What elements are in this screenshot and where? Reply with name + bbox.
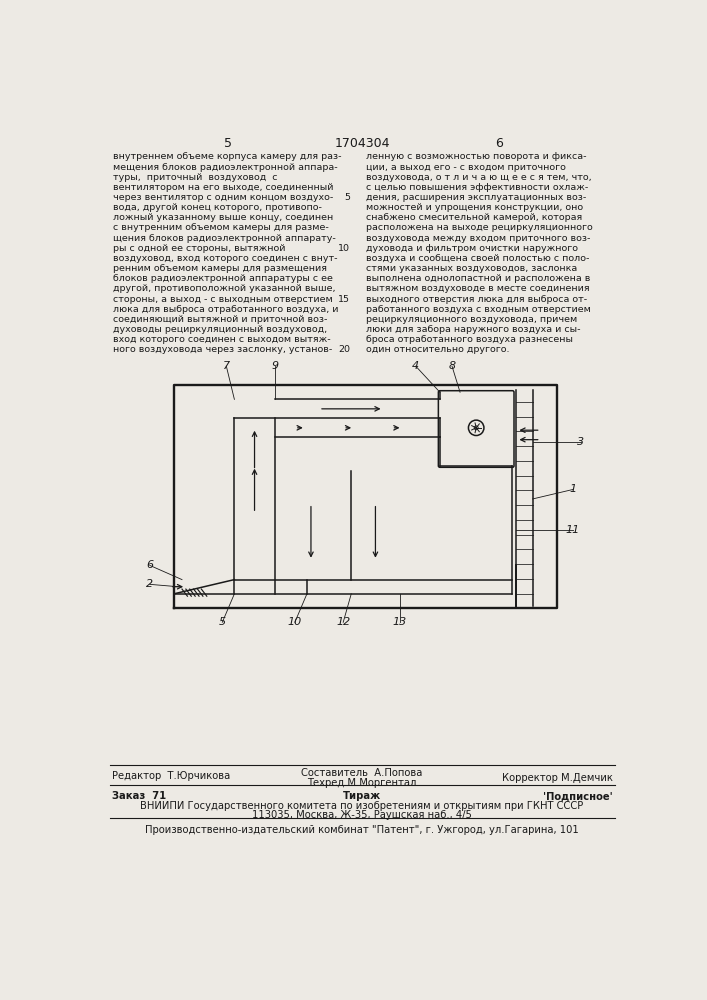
Text: Редактор  Т.Юрчикова: Редактор Т.Юрчикова [112, 771, 230, 781]
Text: мещения блоков радиоэлектронной аппара-: мещения блоков радиоэлектронной аппара- [113, 163, 338, 172]
Text: блоков радиоэлектронной аппаратуры с ее: блоков радиоэлектронной аппаратуры с ее [113, 274, 333, 283]
Text: другой, противоположной указанной выше,: другой, противоположной указанной выше, [113, 284, 336, 293]
Text: снабжено смесительной камерой, которая: снабжено смесительной камерой, которая [366, 213, 582, 222]
Text: воздуха и сообщена своей полостью с поло-: воздуха и сообщена своей полостью с поло… [366, 254, 589, 263]
Text: 10: 10 [288, 617, 302, 627]
Text: щения блоков радиоэлектронной аппарату-: щения блоков радиоэлектронной аппарату- [113, 234, 336, 243]
Text: расположена на выходе рециркуляционного: расположена на выходе рециркуляционного [366, 223, 592, 232]
Text: через вентилятор с одним концом воздухо-: через вентилятор с одним концом воздухо- [113, 193, 334, 202]
Text: соединяющий вытяжной и приточной воз-: соединяющий вытяжной и приточной воз- [113, 315, 327, 324]
Text: 11: 11 [566, 525, 580, 535]
Text: ции, а выход его - с входом приточного: ции, а выход его - с входом приточного [366, 163, 566, 172]
Text: 10: 10 [339, 244, 351, 253]
Text: выполнена однолопастной и расположена в: выполнена однолопастной и расположена в [366, 274, 590, 283]
Text: Составитель  А.Попова: Составитель А.Попова [301, 768, 423, 778]
Text: вытяжном воздуховоде в месте соединения: вытяжном воздуховоде в месте соединения [366, 284, 590, 293]
Text: 15: 15 [339, 295, 351, 304]
Text: 1704304: 1704304 [334, 137, 390, 150]
Text: с целью повышения эффективности охлаж-: с целью повышения эффективности охлаж- [366, 183, 588, 192]
Text: 4: 4 [412, 361, 419, 371]
Text: вентилятором на его выходе, соединенный: вентилятором на его выходе, соединенный [113, 183, 334, 192]
Text: воздуховода, о т л и ч а ю щ е е с я тем, что,: воздуховода, о т л и ч а ю щ е е с я тем… [366, 173, 592, 182]
Text: внутреннем объеме корпуса камеру для раз-: внутреннем объеме корпуса камеру для раз… [113, 152, 341, 161]
Text: Тираж: Тираж [343, 791, 381, 801]
Text: 113035, Москва, Ж-35, Раушская наб., 4/5: 113035, Москва, Ж-35, Раушская наб., 4/5 [252, 810, 472, 820]
Text: один относительно другого.: один относительно другого. [366, 345, 509, 354]
Text: 13: 13 [392, 617, 407, 627]
Text: 6: 6 [495, 137, 503, 150]
Text: воздуховода между входом приточного воз-: воздуховода между входом приточного воз- [366, 234, 590, 243]
Text: вода, другой конец которого, противопо-: вода, другой конец которого, противопо- [113, 203, 322, 212]
Text: ренним объемом камеры для размещения: ренним объемом камеры для размещения [113, 264, 327, 273]
Text: дения, расширения эксплуатационных воз-: дения, расширения эксплуатационных воз- [366, 193, 586, 202]
Text: туры,  приточный  воздуховод  с: туры, приточный воздуховод с [113, 173, 278, 182]
Text: 6: 6 [146, 560, 153, 570]
Text: 9: 9 [271, 361, 279, 371]
Text: 2: 2 [146, 579, 153, 589]
Text: 1: 1 [569, 484, 576, 494]
Text: ного воздуховода через заслонку, установ-: ного воздуховода через заслонку, установ… [113, 345, 332, 354]
Text: 7: 7 [223, 361, 230, 371]
Text: Корректор М.Демчик: Корректор М.Демчик [502, 773, 613, 783]
Text: воздуховод, вход которого соединен с внут-: воздуховод, вход которого соединен с вну… [113, 254, 338, 263]
Text: ложный указанному выше концу, соединен: ложный указанному выше концу, соединен [113, 213, 334, 222]
Text: 5: 5 [218, 617, 226, 627]
Text: люки для забора наружного воздуха и сы-: люки для забора наружного воздуха и сы- [366, 325, 580, 334]
Text: ленную с возможностью поворота и фикса-: ленную с возможностью поворота и фикса- [366, 152, 586, 161]
Text: 'Подписное': 'Подписное' [543, 791, 613, 801]
Text: можностей и упрощения конструкции, оно: можностей и упрощения конструкции, оно [366, 203, 583, 212]
Text: вход которого соединен с выходом вытяж-: вход которого соединен с выходом вытяж- [113, 335, 331, 344]
Text: духоводы рециркуляционный воздуховод,: духоводы рециркуляционный воздуховод, [113, 325, 327, 334]
Text: 5: 5 [224, 137, 232, 150]
Text: 8: 8 [448, 361, 455, 371]
Text: ВНИИПИ Государственного комитета по изобретениям и открытиям при ГКНТ СССР: ВНИИПИ Государственного комитета по изоб… [140, 801, 583, 811]
Text: духовода и фильтром очистки наружного: духовода и фильтром очистки наружного [366, 244, 578, 253]
Text: с внутренним объемом камеры для разме-: с внутренним объемом камеры для разме- [113, 223, 329, 232]
Text: броса отработанного воздуха разнесены: броса отработанного воздуха разнесены [366, 335, 573, 344]
Text: люка для выброса отработанного воздуха, и: люка для выброса отработанного воздуха, … [113, 305, 339, 314]
Text: Производственно-издательский комбинат "Патент", г. Ужгород, ул.Гагарина, 101: Производственно-издательский комбинат "П… [145, 825, 579, 835]
Text: ры с одной ее стороны, вытяжной: ры с одной ее стороны, вытяжной [113, 244, 286, 253]
Text: Техред М.Моргентал: Техред М.Моргентал [308, 778, 416, 788]
Text: выходного отверстия люка для выброса от-: выходного отверстия люка для выброса от- [366, 295, 587, 304]
Text: 3: 3 [578, 437, 585, 447]
Text: 20: 20 [339, 345, 351, 354]
Text: 12: 12 [336, 617, 351, 627]
Text: стями указанных воздуховодов, заслонка: стями указанных воздуховодов, заслонка [366, 264, 577, 273]
Text: Заказ  71: Заказ 71 [112, 791, 166, 801]
Text: работанного воздуха с входным отверстием: работанного воздуха с входным отверстием [366, 305, 591, 314]
Text: 5: 5 [344, 193, 351, 202]
Text: рециркуляционного воздуховода, причем: рециркуляционного воздуховода, причем [366, 315, 577, 324]
Text: стороны, а выход - с выходным отверстием: стороны, а выход - с выходным отверстием [113, 295, 333, 304]
